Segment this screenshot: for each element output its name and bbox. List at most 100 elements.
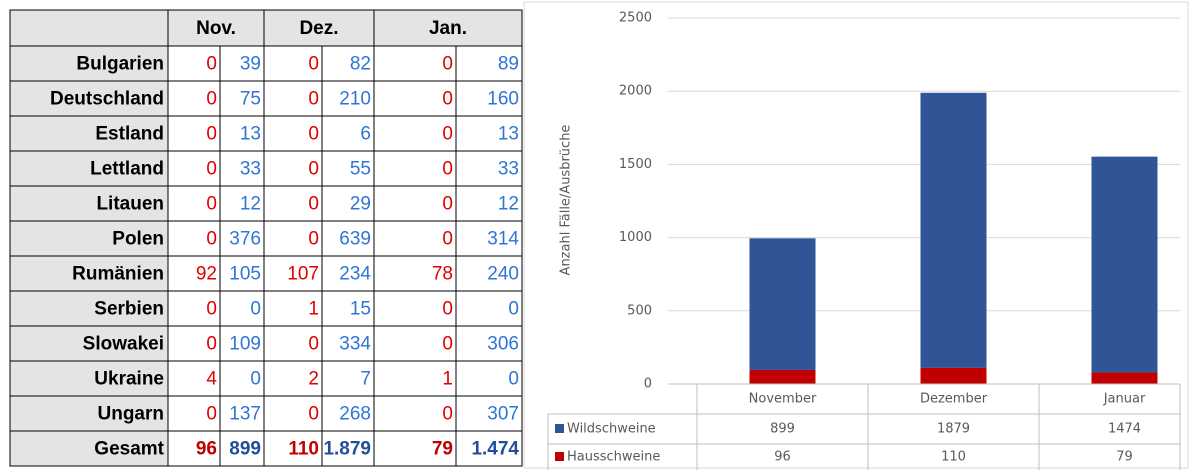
value-cell <box>455 220 523 257</box>
table-value: 79 <box>432 439 453 460</box>
table-value: 0 <box>308 194 319 215</box>
table-value: 639 <box>339 229 371 250</box>
value-cell <box>263 395 323 432</box>
table-value: 6 <box>360 124 371 145</box>
value-cell <box>219 430 265 467</box>
value-cell <box>219 395 265 432</box>
table-value: 82 <box>350 54 371 75</box>
x-tick-label: Dezember <box>920 392 988 407</box>
y-tick-label: 1500 <box>619 157 652 172</box>
bar-segment <box>920 367 987 384</box>
value-cell <box>455 185 523 222</box>
value-cell <box>167 290 221 327</box>
table-value: 160 <box>487 89 519 110</box>
table-value: 0 <box>442 89 453 110</box>
table-value: 0 <box>308 334 319 355</box>
table-value: 0 <box>308 404 319 425</box>
value-cell <box>263 185 323 222</box>
table-value: 15 <box>350 299 371 320</box>
country-label: Ungarn <box>98 404 165 425</box>
y-axis-label: Anzahl Fälle/Ausbrüche <box>559 125 574 276</box>
value-cell <box>455 325 523 362</box>
table-value: 78 <box>432 264 453 285</box>
value-cell <box>321 290 375 327</box>
table-value: 0 <box>206 194 217 215</box>
table-value: 33 <box>498 159 519 180</box>
value-cell <box>167 360 221 397</box>
country-label: Slowakei <box>83 334 164 355</box>
y-tick-label: 0 <box>644 377 652 392</box>
country-label: Lettland <box>90 159 164 180</box>
value-cell <box>263 80 323 117</box>
value-cell <box>455 45 523 82</box>
value-cell <box>321 220 375 257</box>
value-cell <box>373 255 457 292</box>
table-value: 210 <box>339 89 371 110</box>
table-value: 1 <box>308 299 319 320</box>
table-value: 12 <box>498 194 519 215</box>
value-cell <box>219 150 265 187</box>
table-value: 107 <box>287 264 319 285</box>
table-value: 0 <box>442 194 453 215</box>
value-cell <box>373 80 457 117</box>
value-cell <box>167 80 221 117</box>
table-value: 75 <box>240 89 261 110</box>
table-value: 0 <box>250 299 261 320</box>
value-cell <box>167 220 221 257</box>
table-value: 39 <box>240 54 261 75</box>
table-value: 0 <box>442 404 453 425</box>
value-cell <box>455 360 523 397</box>
bar-segment <box>920 92 987 368</box>
table-value: 306 <box>487 334 519 355</box>
value-cell <box>167 430 221 467</box>
bar-segment <box>749 369 816 384</box>
legend-label: Hausschweine <box>567 450 660 465</box>
table-value: 110 <box>288 439 319 460</box>
country-cell <box>9 255 169 292</box>
table-value: 2 <box>308 369 319 390</box>
table-value: 13 <box>498 124 519 145</box>
value-cell <box>219 45 265 82</box>
y-tick-label: 2500 <box>619 11 652 26</box>
table-value: 109 <box>229 334 261 355</box>
table-value: 12 <box>240 194 261 215</box>
table-value: 7 <box>360 369 371 390</box>
table-value: 0 <box>206 334 217 355</box>
table-value: 137 <box>229 404 261 425</box>
value-cell <box>455 150 523 187</box>
table-value: 4 <box>206 369 217 390</box>
value-cell <box>219 325 265 362</box>
value-cell <box>321 80 375 117</box>
value-cell <box>321 360 375 397</box>
value-cell <box>455 430 523 467</box>
table-value: 0 <box>308 89 319 110</box>
value-cell <box>321 430 375 467</box>
table-value: 0 <box>442 299 453 320</box>
table-value: 105 <box>229 264 261 285</box>
table-value: 0 <box>442 159 453 180</box>
table-value: 89 <box>498 54 519 75</box>
table-value: 0 <box>206 299 217 320</box>
table-value: 0 <box>508 369 519 390</box>
value-cell <box>455 80 523 117</box>
table-value: 0 <box>206 404 217 425</box>
value-cell <box>263 255 323 292</box>
table-value: 29 <box>350 194 371 215</box>
country-label: Litauen <box>96 194 164 215</box>
month-header: Dez. <box>299 18 338 39</box>
table-value: 0 <box>508 299 519 320</box>
value-cell <box>455 290 523 327</box>
table-value: 899 <box>229 439 261 460</box>
table-value: 1.474 <box>471 439 519 460</box>
country-cell <box>9 115 169 152</box>
country-label: Ukraine <box>94 369 164 390</box>
value-cell <box>321 325 375 362</box>
country-cell <box>9 395 169 432</box>
data-table-value: 1879 <box>937 422 970 437</box>
table-value: 307 <box>487 404 519 425</box>
legend-swatch <box>555 424 564 433</box>
table-value: 334 <box>339 334 371 355</box>
x-tick-label: November <box>749 392 817 407</box>
table-value: 0 <box>206 124 217 145</box>
table-value: 13 <box>240 124 261 145</box>
